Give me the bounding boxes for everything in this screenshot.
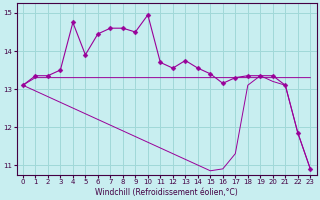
X-axis label: Windchill (Refroidissement éolien,°C): Windchill (Refroidissement éolien,°C): [95, 188, 238, 197]
